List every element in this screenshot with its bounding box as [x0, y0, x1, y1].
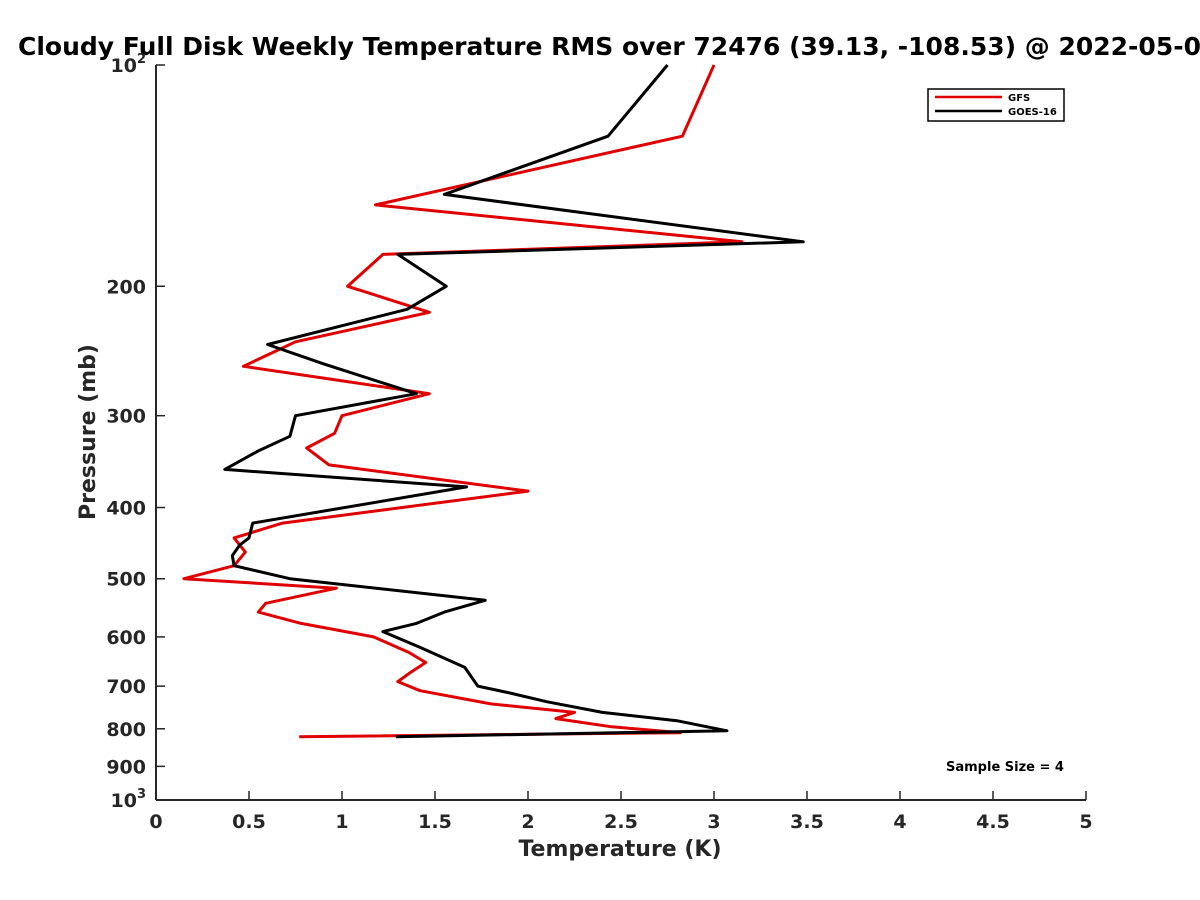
y-tick-label: 200: [106, 276, 146, 298]
x-axis-label: Temperature (K): [518, 837, 721, 862]
x-tick-label: 4.5: [976, 811, 1010, 833]
x-tick-label: 5: [1079, 811, 1092, 833]
legend-label-gfs: GFS: [1008, 93, 1030, 104]
legend-box: [927, 88, 1065, 122]
y-tick-label: 500: [106, 569, 146, 591]
x-tick-label: 1: [335, 811, 348, 833]
x-tick-label: 0.5: [232, 811, 266, 833]
x-tick-label: 3.5: [790, 811, 824, 833]
y-tick-label: 103: [111, 787, 147, 812]
series-line-gfs: [182, 64, 744, 739]
x-tick-label: 1.5: [418, 811, 452, 833]
y-tick-label: 102: [111, 52, 147, 77]
series-line-goes-16: [223, 64, 805, 739]
y-axis-ticks: 102 200 300 400 500 600 700 800 900 103: [106, 52, 165, 812]
legend-label-goes16: GOES-16: [1008, 107, 1057, 118]
y-axis-label: Pressure (mb): [76, 344, 101, 520]
sample-size-annotation: Sample Size = 4: [946, 760, 1064, 775]
y-tick-label: 800: [106, 719, 146, 741]
x-tick-label: 2: [521, 811, 534, 833]
x-tick-label: 0: [149, 811, 162, 833]
x-tick-label: 3: [707, 811, 720, 833]
x-tick-label: 4: [893, 811, 906, 833]
x-axis-ticks: 0 0.5 1 1.5 2 2.5 3 3.5 4 4.5 5: [149, 791, 1093, 833]
x-tick-label: 2.5: [604, 811, 638, 833]
chart-title: Cloudy Full Disk Weekly Temperature RMS …: [18, 32, 1200, 61]
legend: GFS GOES-16: [927, 88, 1065, 122]
y-tick-label: 700: [106, 676, 146, 698]
y-tick-label: 900: [106, 756, 146, 778]
y-tick-label: 400: [106, 498, 146, 520]
y-tick-label: 300: [106, 406, 146, 428]
y-tick-label: 600: [106, 627, 146, 649]
series-layer: [182, 64, 805, 739]
